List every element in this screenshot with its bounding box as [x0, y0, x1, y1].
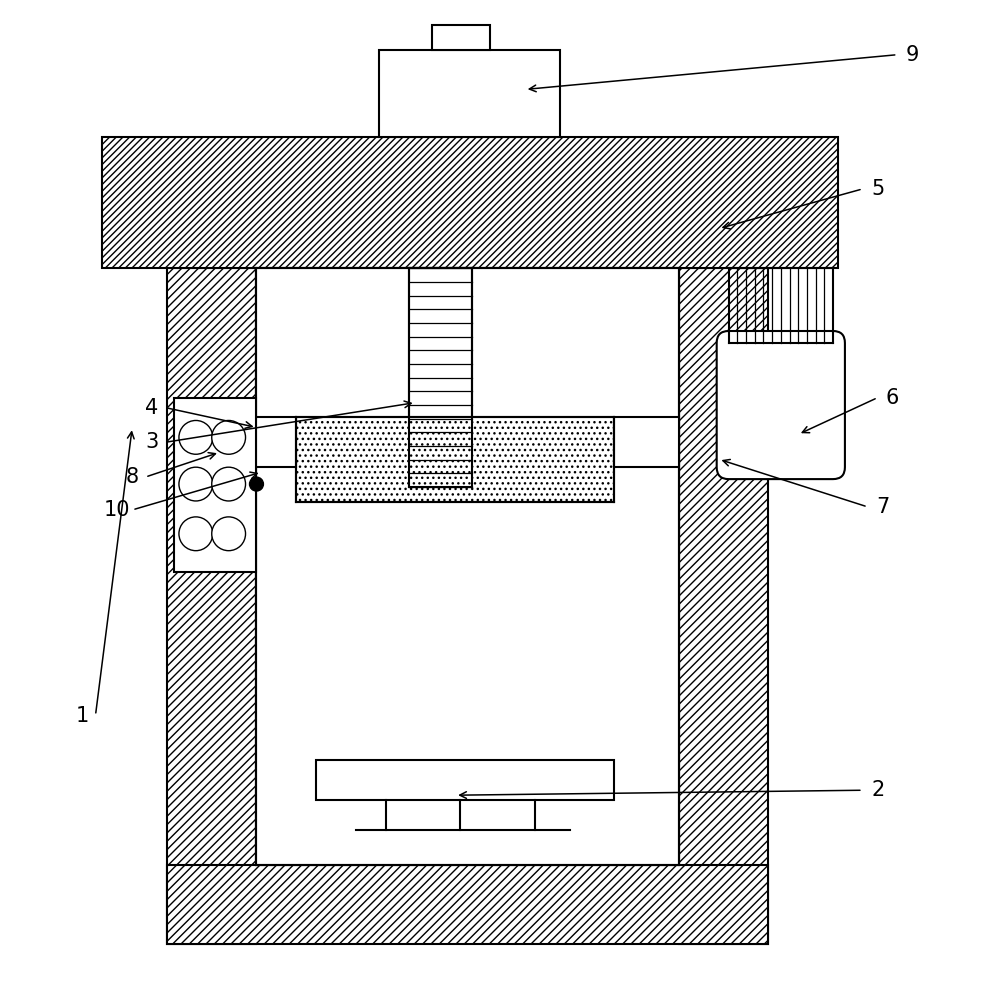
Text: 8: 8	[126, 467, 139, 487]
Bar	[167, 865, 768, 944]
Bar	[316, 760, 614, 800]
Circle shape	[179, 467, 213, 501]
Bar	[409, 268, 472, 487]
Bar	[296, 417, 614, 502]
Circle shape	[179, 420, 213, 454]
Text: 9: 9	[906, 45, 919, 65]
Bar	[256, 417, 296, 467]
Text: 6: 6	[886, 388, 899, 408]
Bar	[432, 25, 490, 50]
Text: 1: 1	[76, 706, 89, 726]
Text: 4: 4	[145, 398, 159, 417]
Bar	[256, 268, 679, 865]
Bar	[379, 50, 560, 137]
Circle shape	[212, 517, 246, 551]
Text: 10: 10	[104, 500, 131, 520]
Text: 2: 2	[871, 780, 884, 800]
FancyBboxPatch shape	[717, 331, 845, 479]
Bar	[167, 268, 256, 944]
Bar	[679, 268, 768, 944]
Circle shape	[212, 420, 246, 454]
Bar	[102, 137, 838, 268]
Text: 7: 7	[876, 497, 889, 517]
Circle shape	[250, 477, 263, 491]
Bar	[614, 417, 679, 467]
Circle shape	[179, 517, 213, 551]
Circle shape	[212, 467, 246, 501]
Text: 3: 3	[145, 432, 159, 452]
Bar	[174, 398, 256, 572]
Text: 5: 5	[871, 179, 884, 199]
